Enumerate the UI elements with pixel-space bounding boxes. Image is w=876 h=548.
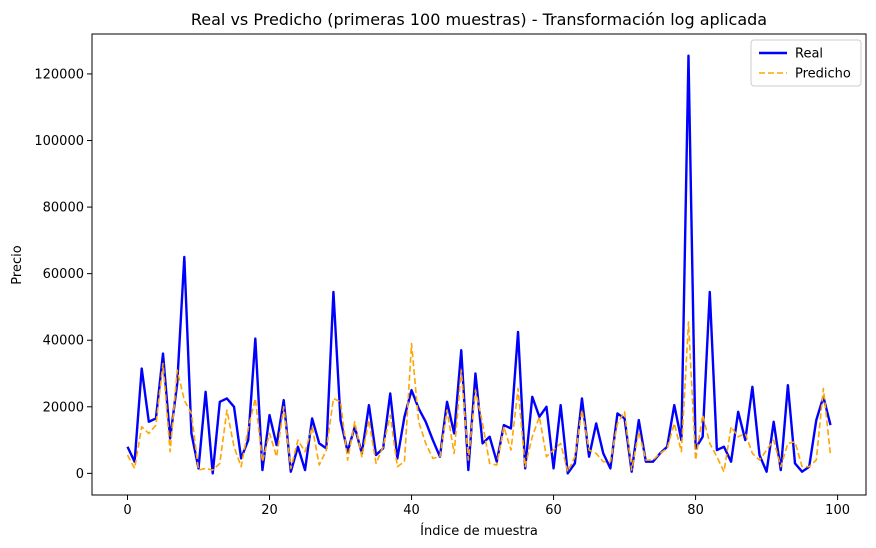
legend-box: [750, 39, 862, 87]
legend: Real Predicho: [750, 39, 862, 87]
y-axis: 0 20000 40000 60000 80000 100000 120000: [34, 67, 92, 482]
x-tick-label: 80: [687, 503, 704, 518]
y-tick-label: 20000: [43, 400, 84, 415]
legend-label-real: Real: [795, 47, 823, 62]
plot-frame: [91, 33, 867, 496]
y-tick-label: 80000: [43, 201, 84, 216]
y-tick-label: 60000: [43, 267, 84, 282]
y-tick-label: 0: [76, 467, 84, 482]
x-tick-label: 100: [825, 503, 850, 518]
x-axis: 0 20 40 60 80 100: [123, 495, 850, 518]
y-axis-label: Precio: [10, 245, 25, 284]
chart-title: Real vs Predicho (primeras 100 muestras)…: [191, 10, 767, 29]
x-tick-label: 20: [261, 503, 278, 518]
x-axis-label: Índice de muestra: [420, 523, 538, 539]
x-tick-label: 60: [545, 503, 562, 518]
x-tick-label: 40: [403, 503, 420, 518]
x-tick-label: 0: [123, 503, 131, 518]
y-tick-label: 100000: [34, 134, 84, 149]
series-line-real: [126, 54, 832, 475]
y-tick-label: 40000: [43, 334, 84, 349]
y-tick-label: 120000: [34, 67, 84, 82]
legend-label-predicho: Predicho: [795, 67, 851, 82]
plot-area: [126, 54, 832, 475]
series-line-predicho: [126, 321, 832, 473]
